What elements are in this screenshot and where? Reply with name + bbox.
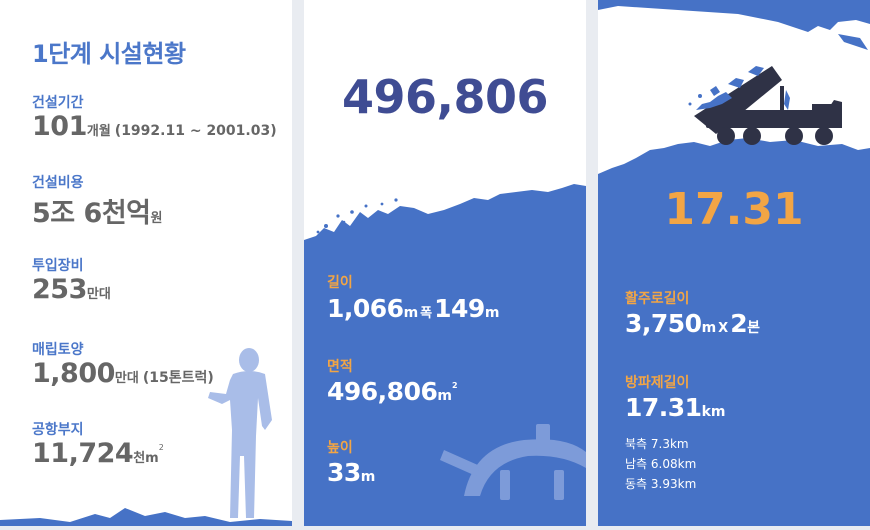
landfill-label: 매립토양 — [32, 342, 84, 358]
runway-breakwater-panel: 17.31 활주로길이 3,750m X2본 방파제길이 17.31km 북측 7… — [598, 0, 870, 526]
soil-particles — [688, 66, 790, 110]
runway-length-value: 3,750m X2본 — [625, 309, 760, 338]
machinery-silhouette-icon — [440, 424, 586, 500]
runway-length-label: 활주로길이 — [625, 291, 690, 307]
breakwater-length-label: 방파제길이 — [625, 375, 690, 391]
construction-period-label: 건설기간 — [32, 95, 84, 111]
length-width-value: 1,066m 폭149m — [327, 294, 500, 323]
construction-period-value: 101개월 (1992.11 ~ 2001.03) — [32, 111, 277, 142]
facility-panel: 1단계 시설현황 건설기간 101개월 (1992.11 ~ 2001.03) 건… — [0, 0, 292, 526]
construction-cost-label: 건설비용 — [32, 175, 84, 191]
panel3-illustration — [598, 0, 870, 526]
airport-site-value: 11,724천m2 — [32, 438, 164, 469]
page-title: 1단계 시설현황 — [32, 40, 186, 68]
area-headline: 496,806 — [341, 70, 549, 124]
south-breakwater-text: 남측 6.08km — [625, 457, 697, 471]
reclamation-panel: 496,806 길이 1,066m 폭149m 면적 496,806m2 높이 3… — [304, 0, 586, 526]
dump-truck-icon — [694, 66, 842, 145]
debris-dots — [316, 198, 398, 234]
construction-cost-value: 5조 6천억원 — [32, 198, 163, 229]
area-label: 면적 — [327, 359, 353, 375]
panel1-illustration — [0, 348, 292, 526]
panel2-illustration — [304, 184, 586, 526]
equipment-value: 253만대 — [32, 274, 111, 305]
landfill-value: 1,800만대 (15톤트럭) — [32, 358, 214, 389]
height-value: 33m — [327, 458, 376, 487]
height-label: 높이 — [327, 440, 353, 456]
length-label: 길이 — [327, 275, 353, 291]
person-silhouette-icon — [208, 348, 272, 518]
breakwater-headline: 17.31 — [664, 184, 804, 235]
breakwater-length-value: 17.31km — [625, 393, 726, 422]
airport-site-label: 공항부지 — [32, 422, 84, 438]
north-breakwater-text: 북측 7.3km — [625, 437, 689, 451]
equipment-label: 투입장비 — [32, 258, 84, 274]
area-value: 496,806m2 — [327, 377, 458, 406]
east-breakwater-text: 동측 3.93km — [625, 477, 697, 491]
